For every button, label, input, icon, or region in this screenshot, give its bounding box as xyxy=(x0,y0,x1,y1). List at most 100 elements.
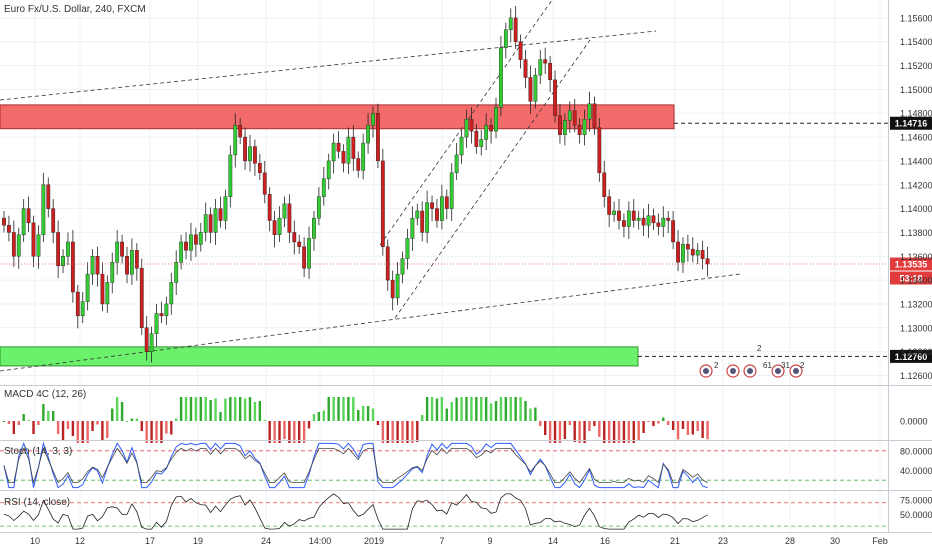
candle[interactable] xyxy=(125,246,129,284)
candle[interactable] xyxy=(351,125,356,172)
candle[interactable] xyxy=(494,97,498,139)
candle[interactable] xyxy=(11,220,16,267)
candle[interactable] xyxy=(257,153,262,180)
candle[interactable] xyxy=(159,301,164,324)
candle[interactable] xyxy=(430,195,434,222)
candle[interactable] xyxy=(302,237,307,278)
candle[interactable] xyxy=(70,230,75,303)
candle[interactable] xyxy=(336,131,341,159)
candle[interactable] xyxy=(115,230,120,275)
candle[interactable] xyxy=(243,127,247,170)
candle[interactable] xyxy=(51,199,56,244)
candle[interactable] xyxy=(292,220,297,255)
candle[interactable] xyxy=(253,139,257,176)
candle[interactable] xyxy=(489,118,493,144)
candle[interactable] xyxy=(626,201,631,239)
candle[interactable] xyxy=(597,118,602,182)
candle[interactable] xyxy=(46,177,51,218)
candle[interactable] xyxy=(612,201,616,222)
candle[interactable] xyxy=(420,201,425,242)
candle[interactable] xyxy=(341,144,346,173)
candle[interactable] xyxy=(636,210,641,230)
candle[interactable] xyxy=(179,234,184,270)
candle[interactable] xyxy=(228,145,233,208)
candle[interactable] xyxy=(444,189,449,220)
candle[interactable] xyxy=(164,296,169,325)
candle[interactable] xyxy=(316,187,321,226)
candle[interactable] xyxy=(376,103,380,169)
candle[interactable] xyxy=(533,67,538,109)
candle[interactable] xyxy=(518,34,523,69)
candle[interactable] xyxy=(602,160,607,208)
candle[interactable] xyxy=(474,123,479,154)
candle[interactable] xyxy=(331,133,336,174)
candle[interactable] xyxy=(410,206,415,251)
candle[interactable] xyxy=(198,222,203,252)
candle[interactable] xyxy=(297,234,302,254)
candle[interactable] xyxy=(543,47,548,74)
candle[interactable] xyxy=(587,91,592,132)
candle[interactable] xyxy=(41,172,46,242)
candle[interactable] xyxy=(503,22,508,59)
candle[interactable] xyxy=(631,199,636,228)
event-marker[interactable] xyxy=(771,364,785,378)
candle[interactable] xyxy=(366,113,370,154)
candle[interactable] xyxy=(139,258,144,335)
candle[interactable] xyxy=(690,237,695,263)
candle[interactable] xyxy=(567,101,572,133)
candle[interactable] xyxy=(21,199,26,242)
candle[interactable] xyxy=(307,226,311,279)
candle[interactable] xyxy=(174,250,179,296)
candle[interactable] xyxy=(681,237,685,273)
candle[interactable] xyxy=(484,113,489,151)
candle[interactable] xyxy=(16,227,21,269)
candle[interactable] xyxy=(449,163,454,222)
candle[interactable] xyxy=(538,50,543,85)
candle[interactable] xyxy=(346,127,351,175)
candle[interactable] xyxy=(553,70,557,123)
candle[interactable] xyxy=(184,232,188,260)
candle[interactable] xyxy=(435,199,439,228)
candle[interactable] xyxy=(562,113,567,146)
candle[interactable] xyxy=(56,220,61,279)
candle[interactable] xyxy=(26,196,31,232)
event-marker[interactable] xyxy=(789,364,803,378)
event-marker[interactable] xyxy=(743,364,757,378)
candle[interactable] xyxy=(282,196,287,228)
candle[interactable] xyxy=(582,109,587,146)
candle[interactable] xyxy=(617,199,621,230)
candle[interactable] xyxy=(651,208,656,231)
candle[interactable] xyxy=(395,262,400,306)
candle[interactable] xyxy=(528,65,533,114)
candle[interactable] xyxy=(385,239,390,291)
candle[interactable] xyxy=(31,215,36,267)
candle[interactable] xyxy=(390,270,395,311)
candle[interactable] xyxy=(705,246,710,277)
candle[interactable] xyxy=(695,243,700,265)
candle[interactable] xyxy=(400,251,405,284)
candle[interactable] xyxy=(233,113,238,168)
candle[interactable] xyxy=(312,210,316,251)
candle[interactable] xyxy=(464,109,469,148)
candle[interactable] xyxy=(213,199,218,245)
candle[interactable] xyxy=(66,232,70,266)
candle[interactable] xyxy=(193,227,198,257)
candle[interactable] xyxy=(95,246,100,287)
candle[interactable] xyxy=(607,189,612,228)
candle[interactable] xyxy=(2,210,6,233)
candle[interactable] xyxy=(272,210,277,248)
candle[interactable] xyxy=(454,143,459,180)
candle[interactable] xyxy=(203,202,208,242)
candle[interactable] xyxy=(130,238,134,285)
candle[interactable] xyxy=(439,184,444,230)
candle[interactable] xyxy=(415,203,420,226)
candle[interactable] xyxy=(641,208,646,237)
event-marker[interactable] xyxy=(699,364,713,378)
candle[interactable] xyxy=(676,230,680,272)
candle[interactable] xyxy=(572,98,577,133)
candle[interactable] xyxy=(548,56,553,93)
candle[interactable] xyxy=(105,275,110,313)
event-marker[interactable] xyxy=(726,364,740,378)
